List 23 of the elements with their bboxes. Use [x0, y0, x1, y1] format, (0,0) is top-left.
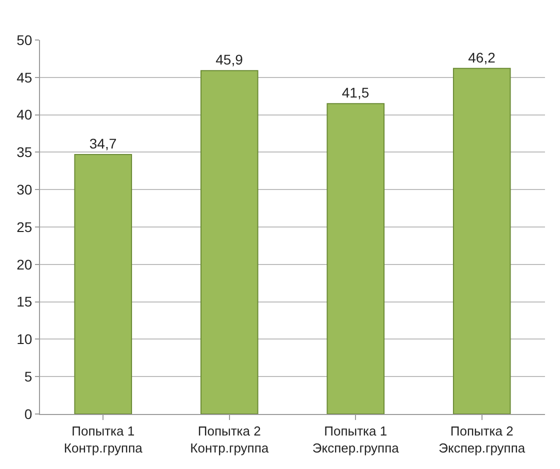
y-tick-label: 5 [24, 368, 32, 384]
data-label: 34,7 [89, 135, 117, 152]
y-tick-label: 10 [16, 331, 32, 348]
y-tick-label: 45 [16, 69, 32, 86]
bar [326, 103, 385, 414]
y-tick-label: 35 [16, 144, 32, 160]
x-tick-label: Попытка 2 Контр.группа [190, 424, 270, 456]
y-tick-label: 0 [24, 406, 32, 422]
data-label: 45,9 [216, 52, 244, 68]
x-tick-label: Попытка 1 Контр.группа [64, 424, 144, 456]
y-tick-label: 30 [16, 182, 32, 198]
y-tick-label: 15 [16, 294, 32, 310]
bar [200, 70, 258, 414]
y-tick-label: 25 [16, 218, 32, 235]
bar [74, 154, 132, 414]
x-tick-label: Попытка 1 Экспер.группа [312, 424, 400, 456]
y-tick-label: 50 [16, 32, 32, 48]
x-tick-label: Попытка 2 Экспер.группа [438, 424, 526, 456]
data-label: 46,2 [468, 49, 496, 66]
data-label: 41,5 [342, 84, 370, 101]
y-tick-label: 40 [16, 106, 32, 123]
y-tick-label: 20 [16, 256, 32, 272]
bar [452, 68, 511, 414]
